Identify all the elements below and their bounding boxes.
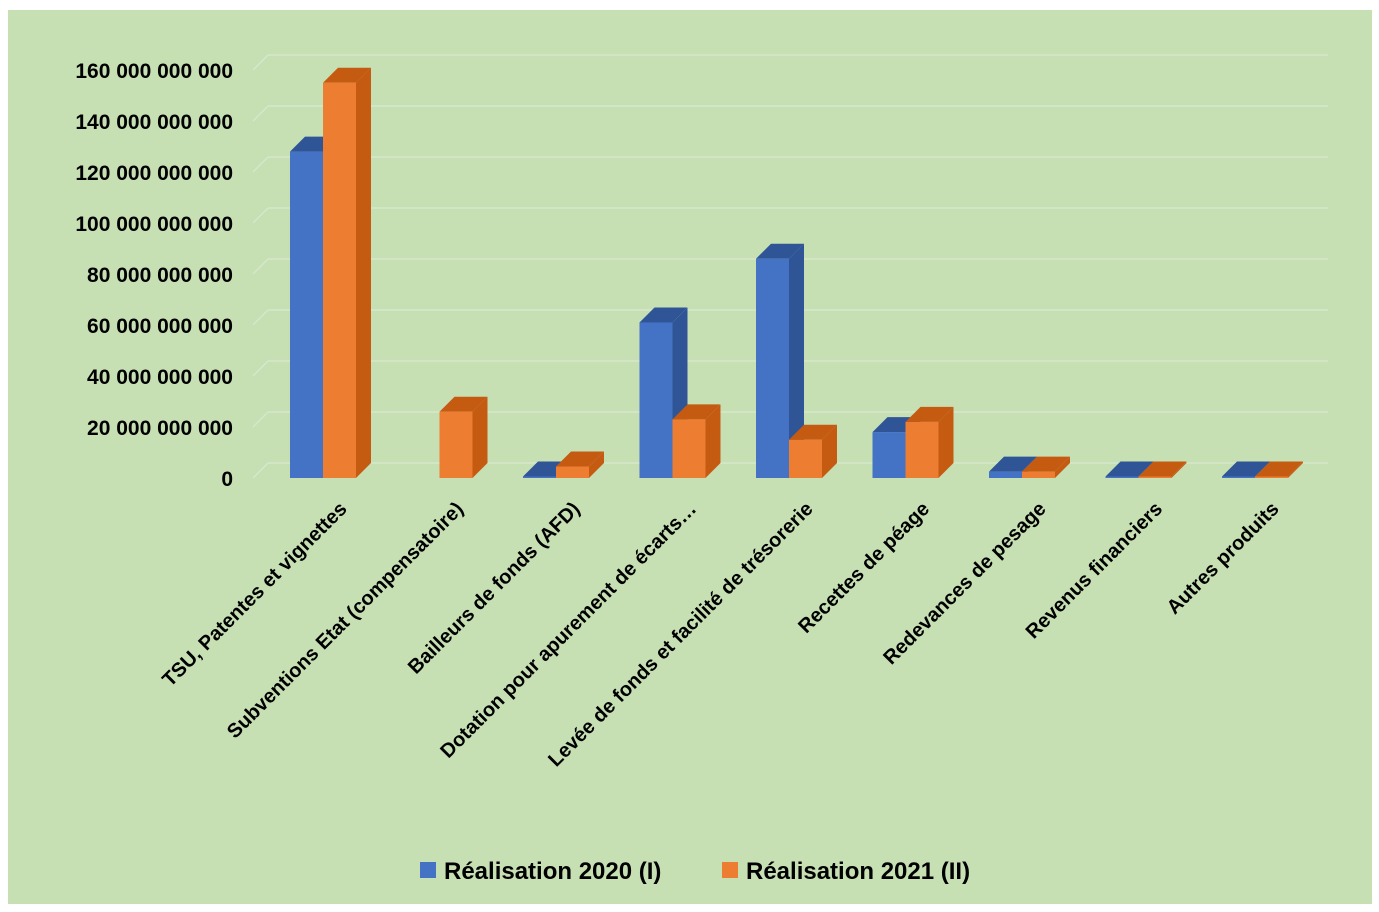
gridline-side — [252, 411, 269, 428]
bar — [672, 404, 721, 478]
bar-top — [1255, 461, 1303, 477]
bar — [556, 451, 604, 478]
bar-front — [556, 466, 589, 478]
bar-top — [439, 396, 488, 412]
bar-top — [672, 404, 721, 420]
bar-front — [639, 322, 673, 478]
bar-side — [822, 424, 837, 478]
bar-front — [1222, 476, 1255, 478]
bar-front — [905, 421, 939, 478]
gridline-side — [252, 309, 269, 326]
bar-front — [1255, 476, 1288, 478]
legend-label: Réalisation 2021 (II) — [746, 858, 970, 885]
bar-top — [639, 307, 688, 323]
bar-front — [439, 411, 473, 478]
y-tick-label: 40 000 000 000 — [87, 366, 233, 389]
bar-front — [672, 419, 706, 478]
bar-top — [556, 451, 604, 467]
bar — [1255, 461, 1303, 478]
legend-swatch — [722, 862, 738, 878]
bar-side — [356, 67, 371, 478]
y-tick-label: 20 000 000 000 — [87, 417, 233, 440]
y-tick-label: 80 000 000 000 — [87, 264, 233, 287]
gridline-side — [252, 54, 269, 71]
bar-top — [1105, 461, 1154, 477]
bar-side — [1288, 461, 1303, 478]
bar-front — [789, 439, 822, 478]
bar-side — [938, 406, 954, 478]
bar-side — [472, 396, 488, 478]
bar-top — [789, 424, 837, 440]
bar — [756, 243, 804, 478]
bars — [290, 67, 1303, 478]
y-tick-label: 140 000 000 000 — [75, 111, 233, 134]
y-tick-label: 0 — [221, 468, 233, 491]
bar-top — [989, 456, 1037, 472]
bar-front — [1022, 471, 1055, 478]
gridline-side — [252, 207, 269, 224]
y-tick-label: 100 000 000 000 — [75, 213, 233, 236]
bar-front — [1138, 476, 1172, 478]
bar-top — [1022, 456, 1070, 472]
bar — [323, 67, 371, 478]
bar — [905, 406, 954, 478]
gridline-side — [252, 156, 269, 173]
bar-top — [756, 243, 804, 259]
bar-front — [290, 151, 323, 478]
bar-front — [323, 82, 356, 478]
bar-front — [523, 476, 556, 478]
bar-front — [989, 471, 1022, 478]
gridline-side — [252, 462, 269, 479]
bar-side — [589, 451, 604, 478]
bar — [1138, 461, 1187, 478]
y-tick-label: 160 000 000 000 — [75, 60, 233, 83]
bar-side — [1055, 456, 1070, 478]
bar-top — [1138, 461, 1187, 477]
legend-swatch — [420, 862, 436, 878]
bar — [789, 424, 837, 478]
bar-top — [1222, 461, 1270, 477]
bar-top — [905, 406, 954, 422]
legend-label: Réalisation 2020 (I) — [444, 858, 661, 885]
bar-top — [323, 67, 371, 83]
bar — [1022, 456, 1070, 478]
gridline-side — [252, 105, 269, 122]
bar-side — [1171, 461, 1187, 478]
legend-item: Réalisation 2021 (II) — [722, 858, 970, 885]
gridline-side — [252, 360, 269, 377]
bar-front — [756, 258, 789, 478]
bar-front — [1105, 476, 1139, 478]
y-tick-label: 120 000 000 000 — [75, 162, 233, 185]
bar-side — [705, 404, 721, 478]
legend: Réalisation 2020 (I) Réalisation 2021 (II… — [420, 858, 970, 885]
gridline-side — [252, 258, 269, 275]
bar — [439, 396, 488, 478]
y-axis-ticks: 0 20 000 000 000 40 000 000 000 60 000 000 … — [75, 60, 233, 491]
legend-item: Réalisation 2020 (I) — [420, 858, 661, 885]
y-tick-label: 60 000 000 000 — [87, 315, 233, 338]
bar-side — [789, 243, 804, 478]
bar-front — [872, 432, 906, 478]
